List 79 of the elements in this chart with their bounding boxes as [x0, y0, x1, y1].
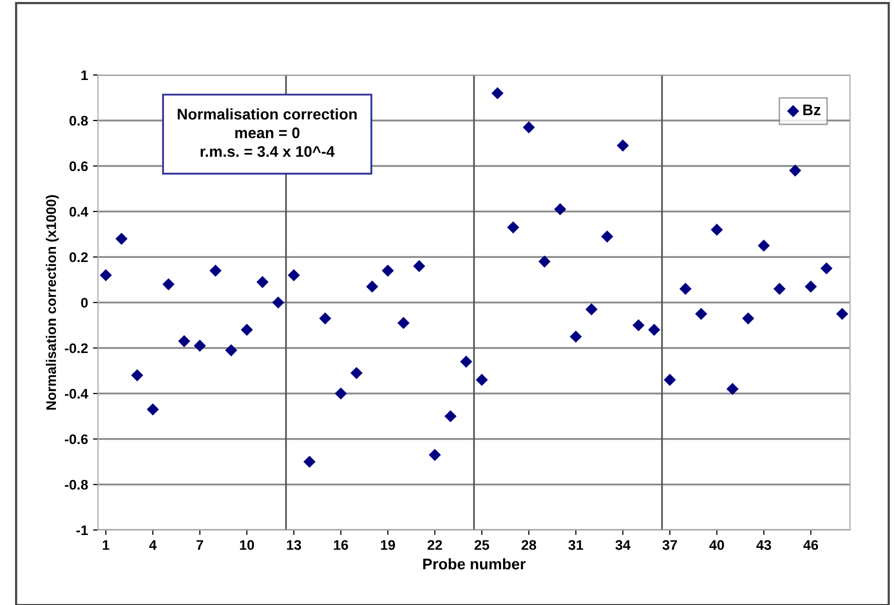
point — [272, 296, 284, 309]
point — [664, 374, 676, 386]
point — [710, 224, 723, 236]
annotation: Normalisation correction mean = 0 r.m.s. = 3.4 x 10^-4 — [178, 108, 357, 157]
point — [585, 303, 598, 316]
point — [303, 456, 316, 468]
point — [742, 312, 754, 324]
point — [491, 87, 504, 100]
y-tick-label: 0.2 — [70, 252, 88, 262]
x-tick-label: 37 — [662, 540, 677, 550]
point — [554, 203, 566, 216]
point — [679, 282, 692, 295]
y-tick-label: 0.8 — [70, 116, 88, 126]
point — [507, 221, 520, 234]
y-tick-label: 0.4 — [70, 206, 88, 217]
point — [225, 344, 238, 356]
point — [616, 139, 629, 152]
x-tick-label: 31 — [568, 540, 584, 550]
x-tick-label: 19 — [380, 540, 396, 550]
x-tick-label: 13 — [286, 540, 302, 550]
point — [789, 164, 802, 177]
point — [131, 369, 144, 382]
y-axis-title: Normalisation correction (x1000) — [46, 195, 59, 410]
point — [836, 308, 848, 320]
point — [476, 374, 488, 386]
point — [538, 255, 551, 268]
x-tick-label: 34 — [615, 540, 630, 550]
x-tick-label: 1 — [102, 540, 110, 550]
y-tick-label: -0.6 — [64, 434, 88, 444]
point — [162, 278, 175, 290]
point — [178, 335, 190, 348]
point — [382, 264, 394, 277]
y-tick-label: -1 — [76, 525, 88, 536]
point — [319, 312, 332, 324]
point — [804, 280, 817, 293]
x-tick-label: 16 — [334, 540, 348, 550]
y-tick-label: 0 — [81, 298, 88, 308]
point — [366, 280, 378, 293]
point — [648, 324, 660, 336]
point — [820, 262, 833, 274]
x-tick-label: 4 — [149, 540, 157, 550]
x-tick-label: 46 — [803, 540, 818, 550]
y-tick-label: 1 — [81, 70, 88, 80]
point — [522, 121, 535, 134]
point — [146, 403, 159, 416]
y-tick-label: -0.8 — [64, 480, 88, 490]
point — [632, 319, 645, 332]
point — [288, 269, 300, 282]
point — [350, 366, 363, 380]
x-tick-label: 25 — [474, 540, 490, 550]
point — [256, 276, 269, 288]
point — [444, 410, 457, 422]
legend-label: Bz — [803, 104, 820, 116]
x-tick-label: 43 — [756, 540, 772, 550]
point — [570, 330, 582, 343]
x-tick-label: 7 — [196, 540, 204, 550]
point — [460, 356, 472, 368]
point — [100, 269, 112, 282]
x-axis-title: Probe number — [423, 558, 526, 570]
x-tick-label: 10 — [240, 540, 254, 550]
point — [428, 448, 441, 461]
x-tick-label: 28 — [522, 540, 536, 550]
point — [726, 382, 739, 396]
x-tick-label: 40 — [709, 540, 724, 550]
point — [758, 240, 770, 252]
point — [209, 264, 222, 277]
point — [601, 230, 614, 243]
point — [397, 316, 410, 330]
point — [334, 387, 347, 400]
point — [194, 340, 206, 352]
point — [695, 308, 708, 320]
y-tick-label: -0.4 — [64, 388, 88, 399]
y-tick-label: -0.2 — [64, 343, 88, 354]
point — [413, 260, 426, 272]
point — [115, 232, 128, 245]
y-tick-label: 0.6 — [70, 161, 88, 172]
x-tick-label: 22 — [428, 540, 442, 550]
point — [240, 324, 253, 336]
point — [773, 282, 786, 295]
